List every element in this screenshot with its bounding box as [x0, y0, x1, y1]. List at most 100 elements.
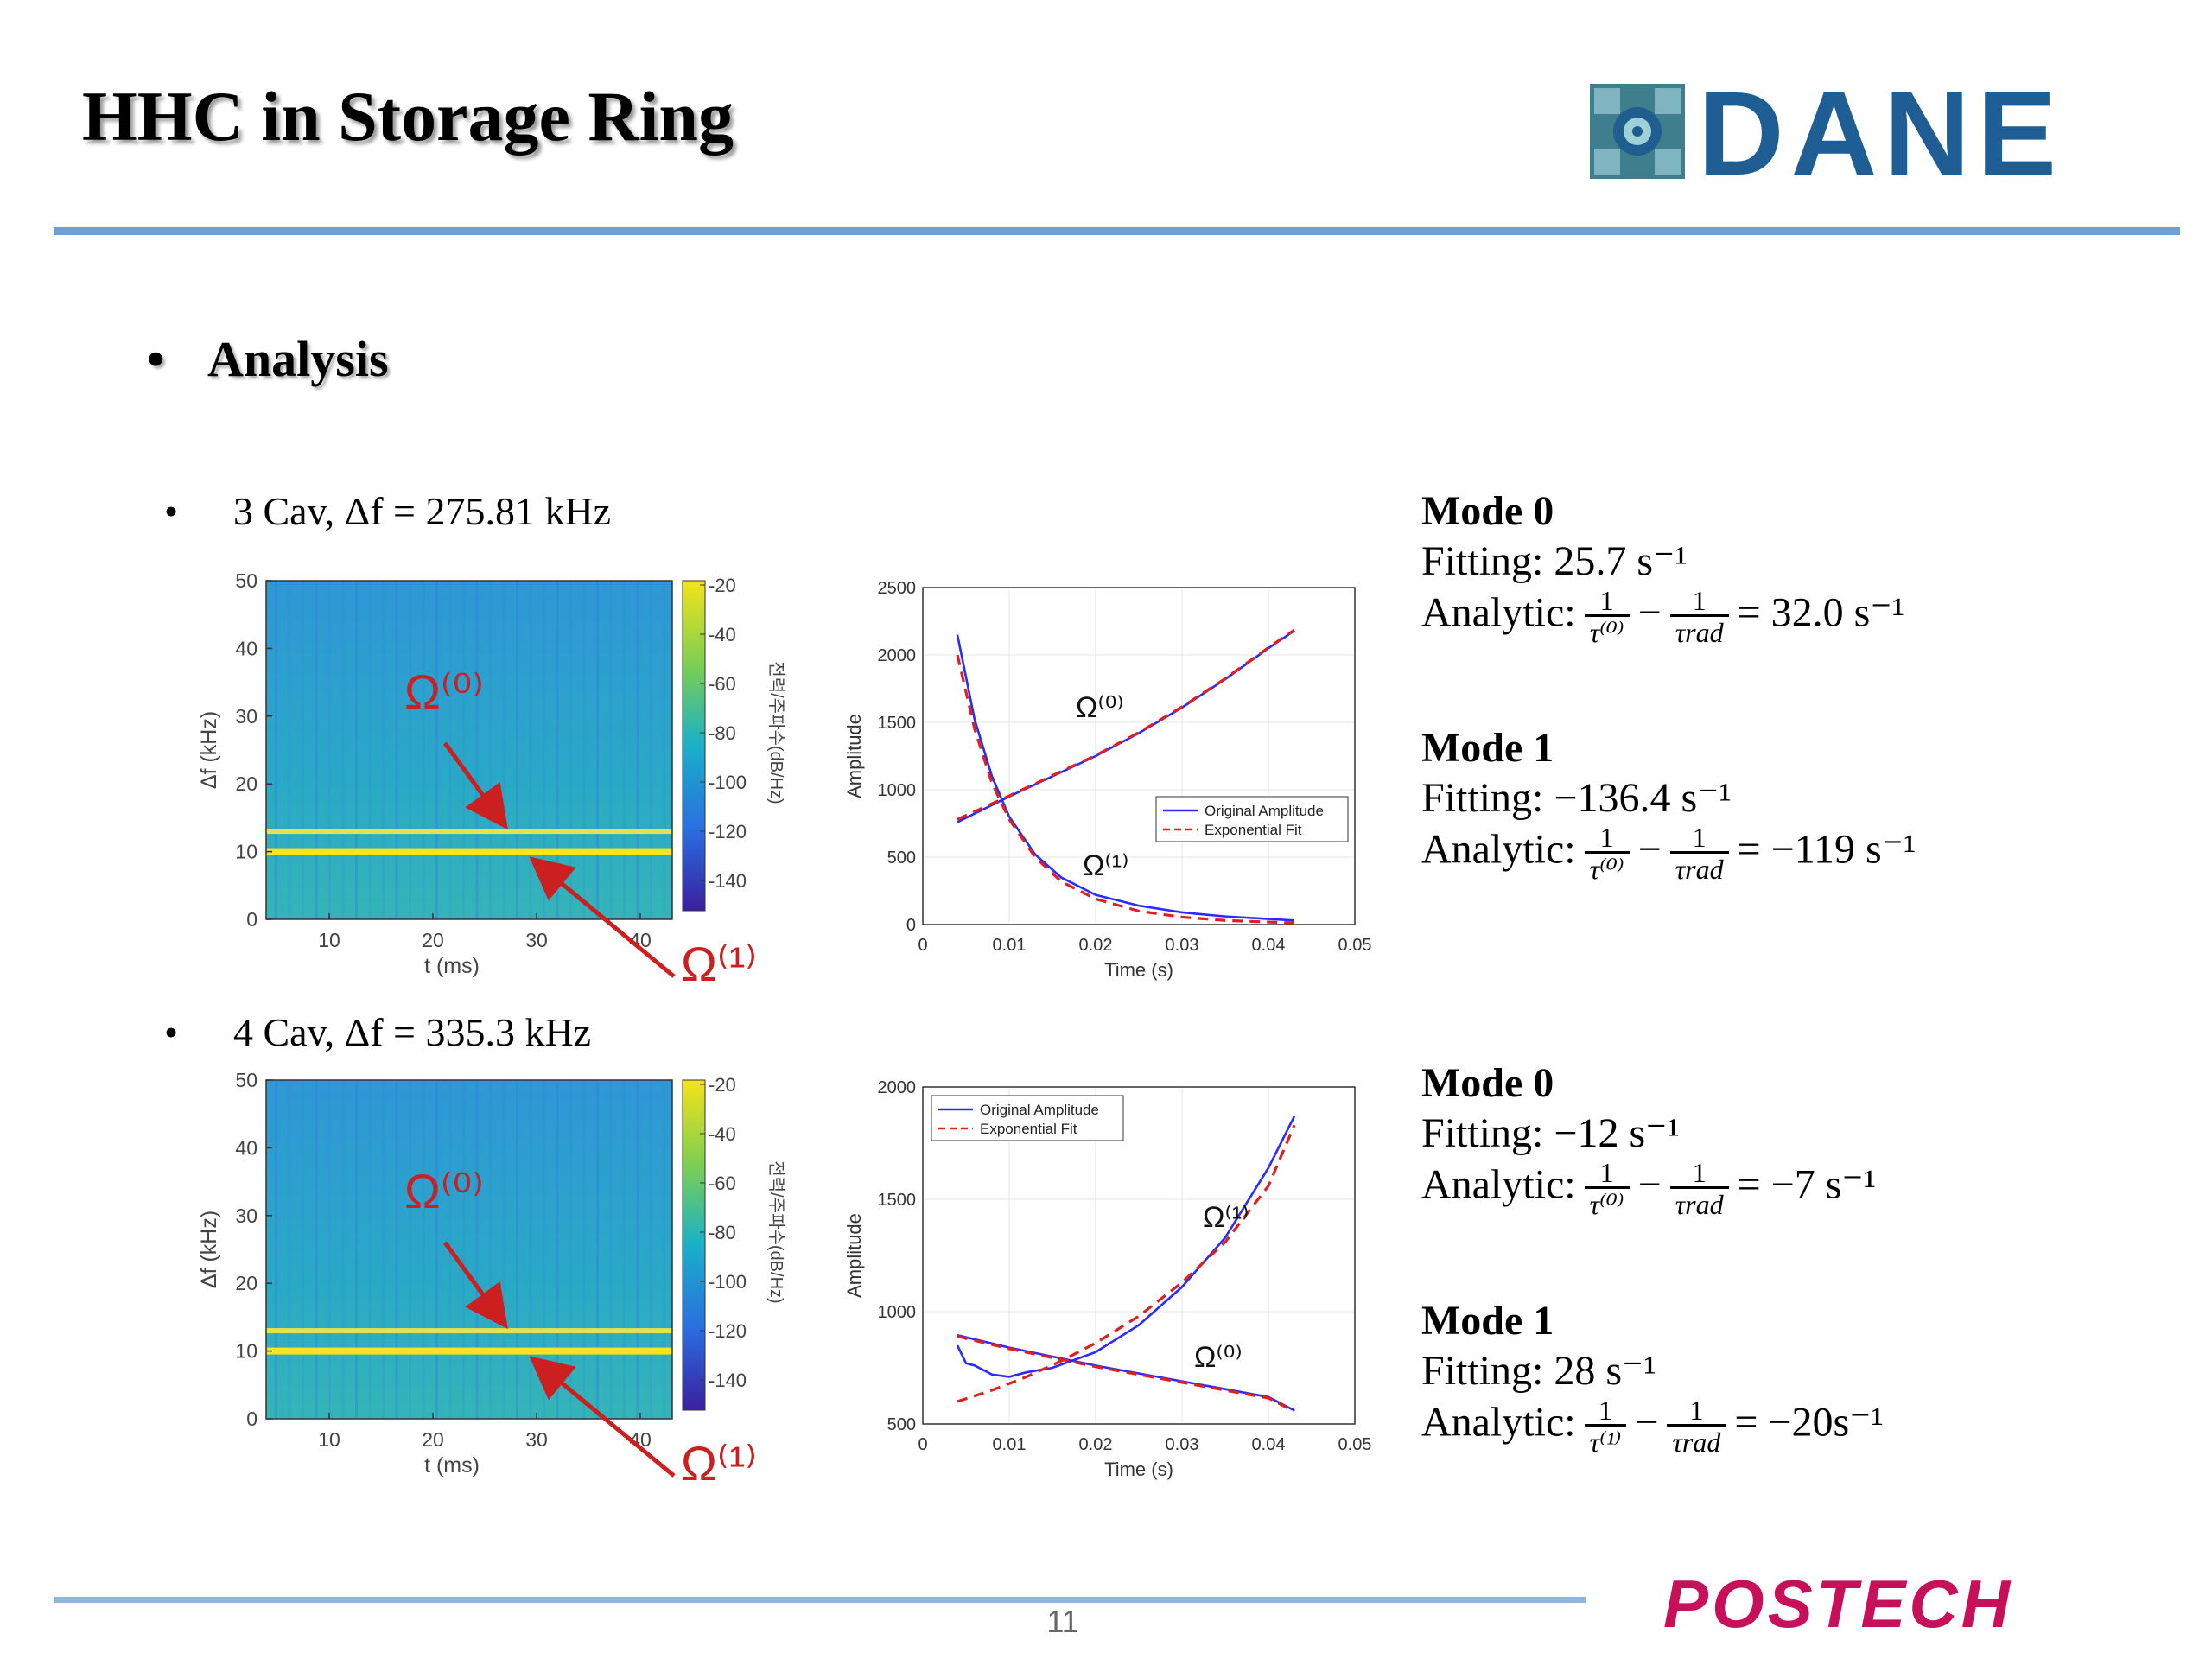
- spectrogram-texture: [489, 581, 492, 919]
- legend-label: Exponential Fit: [980, 1121, 1077, 1137]
- bullet-marker: •: [164, 1010, 179, 1054]
- fraction: 1 τrad: [1669, 585, 1729, 646]
- spectrogram-texture: [516, 1080, 518, 1419]
- chart-legend: [931, 1095, 1124, 1141]
- y-tick-label: 1000: [878, 1303, 917, 1322]
- x-axis-label: t (ms): [424, 1453, 480, 1478]
- y-tick-label: 1500: [878, 714, 917, 733]
- spectrogram-texture: [341, 1080, 345, 1419]
- x-tick-label: 0.05: [1338, 936, 1372, 955]
- fraction-numerator: 1: [1599, 822, 1614, 853]
- spectrogram-texture: [435, 581, 438, 919]
- fraction-denominator: τ⁽⁰⁾: [1584, 851, 1630, 883]
- spectrogram-texture: [636, 581, 639, 919]
- slide-title: HHC in Storage Ring: [82, 77, 734, 156]
- y-tick-label: 30: [235, 1205, 257, 1227]
- colorbar-tick-label: -20: [709, 1074, 736, 1096]
- colorbar-tick-label: -60: [709, 673, 736, 695]
- y-tick-label: 500: [887, 1415, 916, 1434]
- x-tick-label: 0.04: [1252, 1435, 1286, 1454]
- fraction-numerator: 1: [1689, 1395, 1704, 1426]
- y-axis-label: Amplitude: [843, 714, 865, 798]
- omega1-arrow: [529, 1356, 676, 1478]
- fraction: 1 τ⁽¹⁾: [1584, 1395, 1627, 1456]
- colorbar-tick-label: -80: [709, 1222, 736, 1243]
- spectrogram-4cav: 0 10 20 30 40 50 10 20 30 40 t (ms) Δf (kHz) -20 -40-…: [190, 1069, 795, 1541]
- spectrogram-texture: [623, 1080, 626, 1419]
- mode-block-4cav-0: Mode 0 Fitting: −12 s⁻¹ Analytic: 1 τ⁽⁰⁾ −1…: [1421, 1058, 1876, 1218]
- spectrogram-texture: [462, 581, 465, 919]
- colorbar-tick-label: -40: [709, 1123, 736, 1145]
- spectrogram-texture: [569, 581, 572, 919]
- colorbar-tick-label: -60: [709, 1173, 736, 1194]
- bullet-marker: •: [164, 489, 179, 533]
- x-tick-label: 0.04: [1252, 936, 1286, 955]
- spectral-line-mode1: [266, 848, 672, 855]
- fraction-numerator: 1: [1692, 1157, 1707, 1188]
- fraction-numerator: 1: [1599, 1395, 1612, 1426]
- case-label-3cav: • 3 Cav, Δf = 275.81 kHz: [164, 488, 611, 534]
- spectrogram-texture: [650, 581, 652, 919]
- spectrogram-texture: [529, 581, 532, 919]
- y-tick-label: 1500: [878, 1191, 917, 1210]
- line-chart-svg: 0 0.01 0.02 0.03 0.04 0.05 500 1000 1500 2000 Time…: [843, 1078, 1371, 1480]
- colorbar-tick-label: -100: [709, 772, 747, 793]
- spectrogram-texture: [422, 1080, 425, 1419]
- spectrogram-texture: [663, 1080, 666, 1419]
- series-line-exponential-fit: [956, 654, 1295, 925]
- fraction-denominator: τrad: [1669, 851, 1729, 883]
- spectrogram-texture: [355, 1080, 358, 1419]
- colorbar-tick-label: -140: [709, 870, 747, 892]
- colorbar: [682, 580, 706, 912]
- omega1-label: Ω⁽¹⁾: [681, 1436, 757, 1491]
- y-tick-label: 40: [235, 1136, 257, 1159]
- spectrogram-texture: [596, 581, 599, 919]
- postech-logo: POSTECH: [1663, 1566, 2147, 1642]
- x-tick-label: 0: [918, 936, 927, 955]
- spectrogram-texture: [382, 581, 385, 919]
- spectrogram-texture: [328, 1080, 331, 1419]
- fraction-numerator: 1: [1599, 585, 1614, 616]
- case-label-text: 4 Cav, Δf = 335.3 kHz: [233, 1010, 592, 1054]
- fraction-numerator: 1: [1692, 585, 1707, 616]
- footer-divider: [54, 1597, 1586, 1603]
- spectrogram-texture: [422, 581, 425, 919]
- dane-logo-mark: [1590, 84, 1685, 179]
- postech-logo-text: POSTECH: [1663, 1568, 2013, 1637]
- legend-label: Original Amplitude: [980, 1102, 1099, 1118]
- chart-annotation: Ω⁽¹⁾: [1083, 849, 1128, 882]
- x-axis-label: t (ms): [424, 954, 480, 978]
- chart-annotation: Ω⁽¹⁾: [1203, 1201, 1249, 1234]
- y-tick-label: 10: [235, 1340, 257, 1363]
- colorbar-tick-label: -120: [709, 821, 747, 842]
- x-axis-label: Time (s): [1104, 959, 1173, 981]
- colorbar-tick-label: -20: [709, 575, 736, 596]
- series-line-exponential-fit: [957, 1335, 1295, 1413]
- x-tick-label: 20: [422, 929, 444, 951]
- section-heading-text: Analysis: [207, 331, 389, 387]
- mode-title: Mode 1: [1421, 725, 1554, 771]
- analytic-label: Analytic:: [1421, 826, 1576, 873]
- fraction-numerator: 1: [1692, 822, 1707, 853]
- x-tick-label: 0.03: [1166, 936, 1199, 955]
- analytic-result: = 32.0 s⁻¹: [1737, 589, 1905, 636]
- header-divider: [54, 227, 2180, 235]
- minus-sign: −: [1637, 1161, 1662, 1208]
- postech-logo-graphic: POSTECH: [1663, 1566, 2013, 1642]
- spectrogram-texture: [502, 1080, 505, 1419]
- colorbar-tick-label: -120: [709, 1320, 747, 1342]
- spectrogram-texture: [489, 1080, 492, 1419]
- spectrogram-texture: [315, 581, 318, 919]
- colorbar-label: 전력/주파수(dB/Hz): [766, 1160, 786, 1303]
- omega0-label: Ω⁽⁰⁾: [404, 1164, 484, 1218]
- legend-label: Exponential Fit: [1205, 822, 1302, 838]
- y-tick-label: 50: [235, 1070, 257, 1091]
- colorbar-label: 전력/주파수(dB/Hz): [766, 661, 786, 804]
- spectrogram-texture: [355, 581, 358, 919]
- fraction-denominator: τ⁽⁰⁾: [1584, 614, 1630, 646]
- y-tick-label: 0: [246, 908, 257, 931]
- mode-block-3cav-0: Mode 0 Fitting: 25.7 s⁻¹ Analytic: 1 τ⁽⁰⁾ −…: [1421, 486, 1904, 646]
- spectral-line-mode0: [266, 1328, 672, 1334]
- series-line-original-amplitude: [956, 1116, 1296, 1378]
- amplitude-chart-4cav: 0 0.01 0.02 0.03 0.04 0.05 500 1000 1500 2000 Time…: [830, 1070, 1400, 1489]
